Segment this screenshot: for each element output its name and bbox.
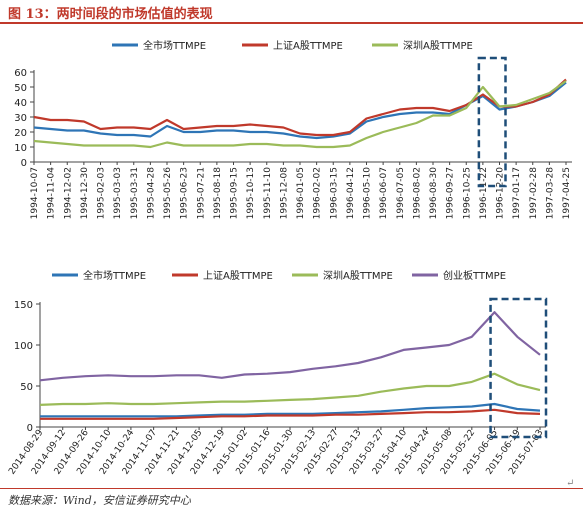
top-x-tick-label-13: 1995-10-13 [246, 167, 256, 219]
top-x-tick-label-22: 1996-07-05 [396, 167, 406, 219]
top-x-tick-label-6: 1995-03-31 [130, 167, 140, 219]
top-x-tick-label-29: 1997-01-17 [512, 167, 522, 219]
figure-title: 图 13：两时间段的市场估值的表现 [8, 7, 213, 22]
top-legend-label-0: 全市场TTMPE [143, 39, 206, 52]
chart-top: 全市场TTMPE 上证A股TTMPE 深圳A股TTMPE 0 10 20 30 40 50 60 1… [14, 39, 572, 220]
top-series-line-1 [33, 78, 567, 137]
top-legend-label-1: 上证A股TTMPE [273, 40, 343, 52]
top-x-tick-label-2: 1994-12-02 [63, 167, 73, 219]
bottom-series-line-2 [39, 372, 541, 406]
top-highlight-box [477, 56, 507, 188]
bottom-y-tick-label-1: 50 [20, 382, 33, 393]
top-x-tick-label-7: 1995-04-28 [146, 167, 156, 220]
top-x-tick-label-26: 1996-10-25 [462, 167, 472, 219]
bottom-legend-label-1: 上证A股TTMPE [203, 270, 273, 282]
bottom-legend-label-0: 全市场TTMPE [83, 269, 146, 282]
top-y-tick-label-5: 50 [14, 83, 27, 94]
source-note: 数据来源：Wind，安信证券研究中心 [8, 494, 191, 507]
top-x-tick-label-14: 1995-11-10 [263, 167, 273, 220]
bottom-series-line-1 [40, 408, 541, 420]
bottom-series-line-3 [39, 311, 541, 382]
bottom-series-line-0 [40, 402, 541, 418]
top-x-tick-label-27: 1996-11-22 [479, 167, 489, 219]
top-x-tick-label-0: 1994-10-07 [30, 167, 40, 219]
top-x-tick-label-17: 1996-02-02 [313, 167, 323, 219]
top-x-tick-label-23: 1996-08-02 [412, 167, 422, 219]
top-x-tick-label-30: 1997-02-28 [529, 167, 539, 220]
bottom-legend-label-2: 深圳A股TTMPE [323, 270, 393, 282]
top-legend-label-2: 深圳A股TTMPE [403, 40, 473, 52]
top-x-tick-label-20: 1996-05-10 [363, 167, 373, 220]
top-x-tick-label-11: 1995-08-18 [213, 167, 223, 220]
figure-header: 图 13：两时间段的市场估值的表现 [0, 0, 583, 22]
top-x-tick-label-18: 1996-03-15 [329, 167, 339, 219]
top-x-tick-label-25: 1996-09-27 [446, 167, 456, 219]
top-x-tick-label-15: 1995-12-08 [279, 167, 289, 220]
top-x-tick-label-3: 1994-12-30 [80, 167, 90, 220]
top-x-tick-label-5: 1995-03-03 [113, 167, 123, 219]
top-x-tick-label-32: 1997-04-25 [562, 167, 572, 219]
top-y-tick-label-1: 10 [14, 143, 27, 154]
top-y-tick-label-4: 40 [14, 98, 27, 109]
bottom-y-tick-label-3: 150 [14, 300, 33, 311]
top-y-tick-label-2: 20 [14, 128, 27, 139]
top-x-tick-label-24: 1996-08-30 [429, 167, 439, 220]
top-x-tick-label-9: 1995-06-23 [180, 167, 190, 219]
bottom-y-tick-label-0: 0 [27, 423, 33, 434]
top-y-tick-label-3: 30 [14, 113, 27, 124]
top-x-tick-label-8: 1995-05-26 [163, 167, 173, 220]
top-x-tick-label-21: 1996-06-07 [379, 167, 389, 219]
top-x-tick-label-16: 1996-01-05 [296, 167, 306, 219]
edit-mark-icon: ↵ [566, 478, 575, 489]
top-series-line-2 [33, 80, 567, 149]
title-rule [0, 22, 583, 24]
top-x-tick-label-1: 1994-11-04 [47, 167, 57, 220]
chart-bottom: 全市场TTMPE 上证A股TTMPE 深圳A股TTMPE 创业板TTMPE 0 50 100… [7, 269, 548, 477]
top-x-tick-label-31: 1997-03-28 [545, 167, 555, 220]
top-x-tick-label-10: 1995-07-21 [196, 167, 206, 219]
bottom-y-tick-label-2: 100 [14, 341, 33, 352]
top-x-tick-label-19: 1996-04-12 [346, 167, 356, 219]
top-x-tick-label-28: 1996-12-20 [496, 167, 506, 220]
bottom-legend-label-3: 创业板TTMPE [443, 269, 506, 282]
top-y-tick-label-0: 0 [21, 158, 27, 169]
top-x-tick-label-12: 1995-09-15 [230, 167, 240, 219]
top-x-tick-label-4: 1995-02-03 [97, 167, 107, 219]
bottom-highlight-box [489, 297, 548, 439]
top-y-tick-label-6: 60 [14, 68, 27, 79]
footer-rule [0, 488, 583, 489]
